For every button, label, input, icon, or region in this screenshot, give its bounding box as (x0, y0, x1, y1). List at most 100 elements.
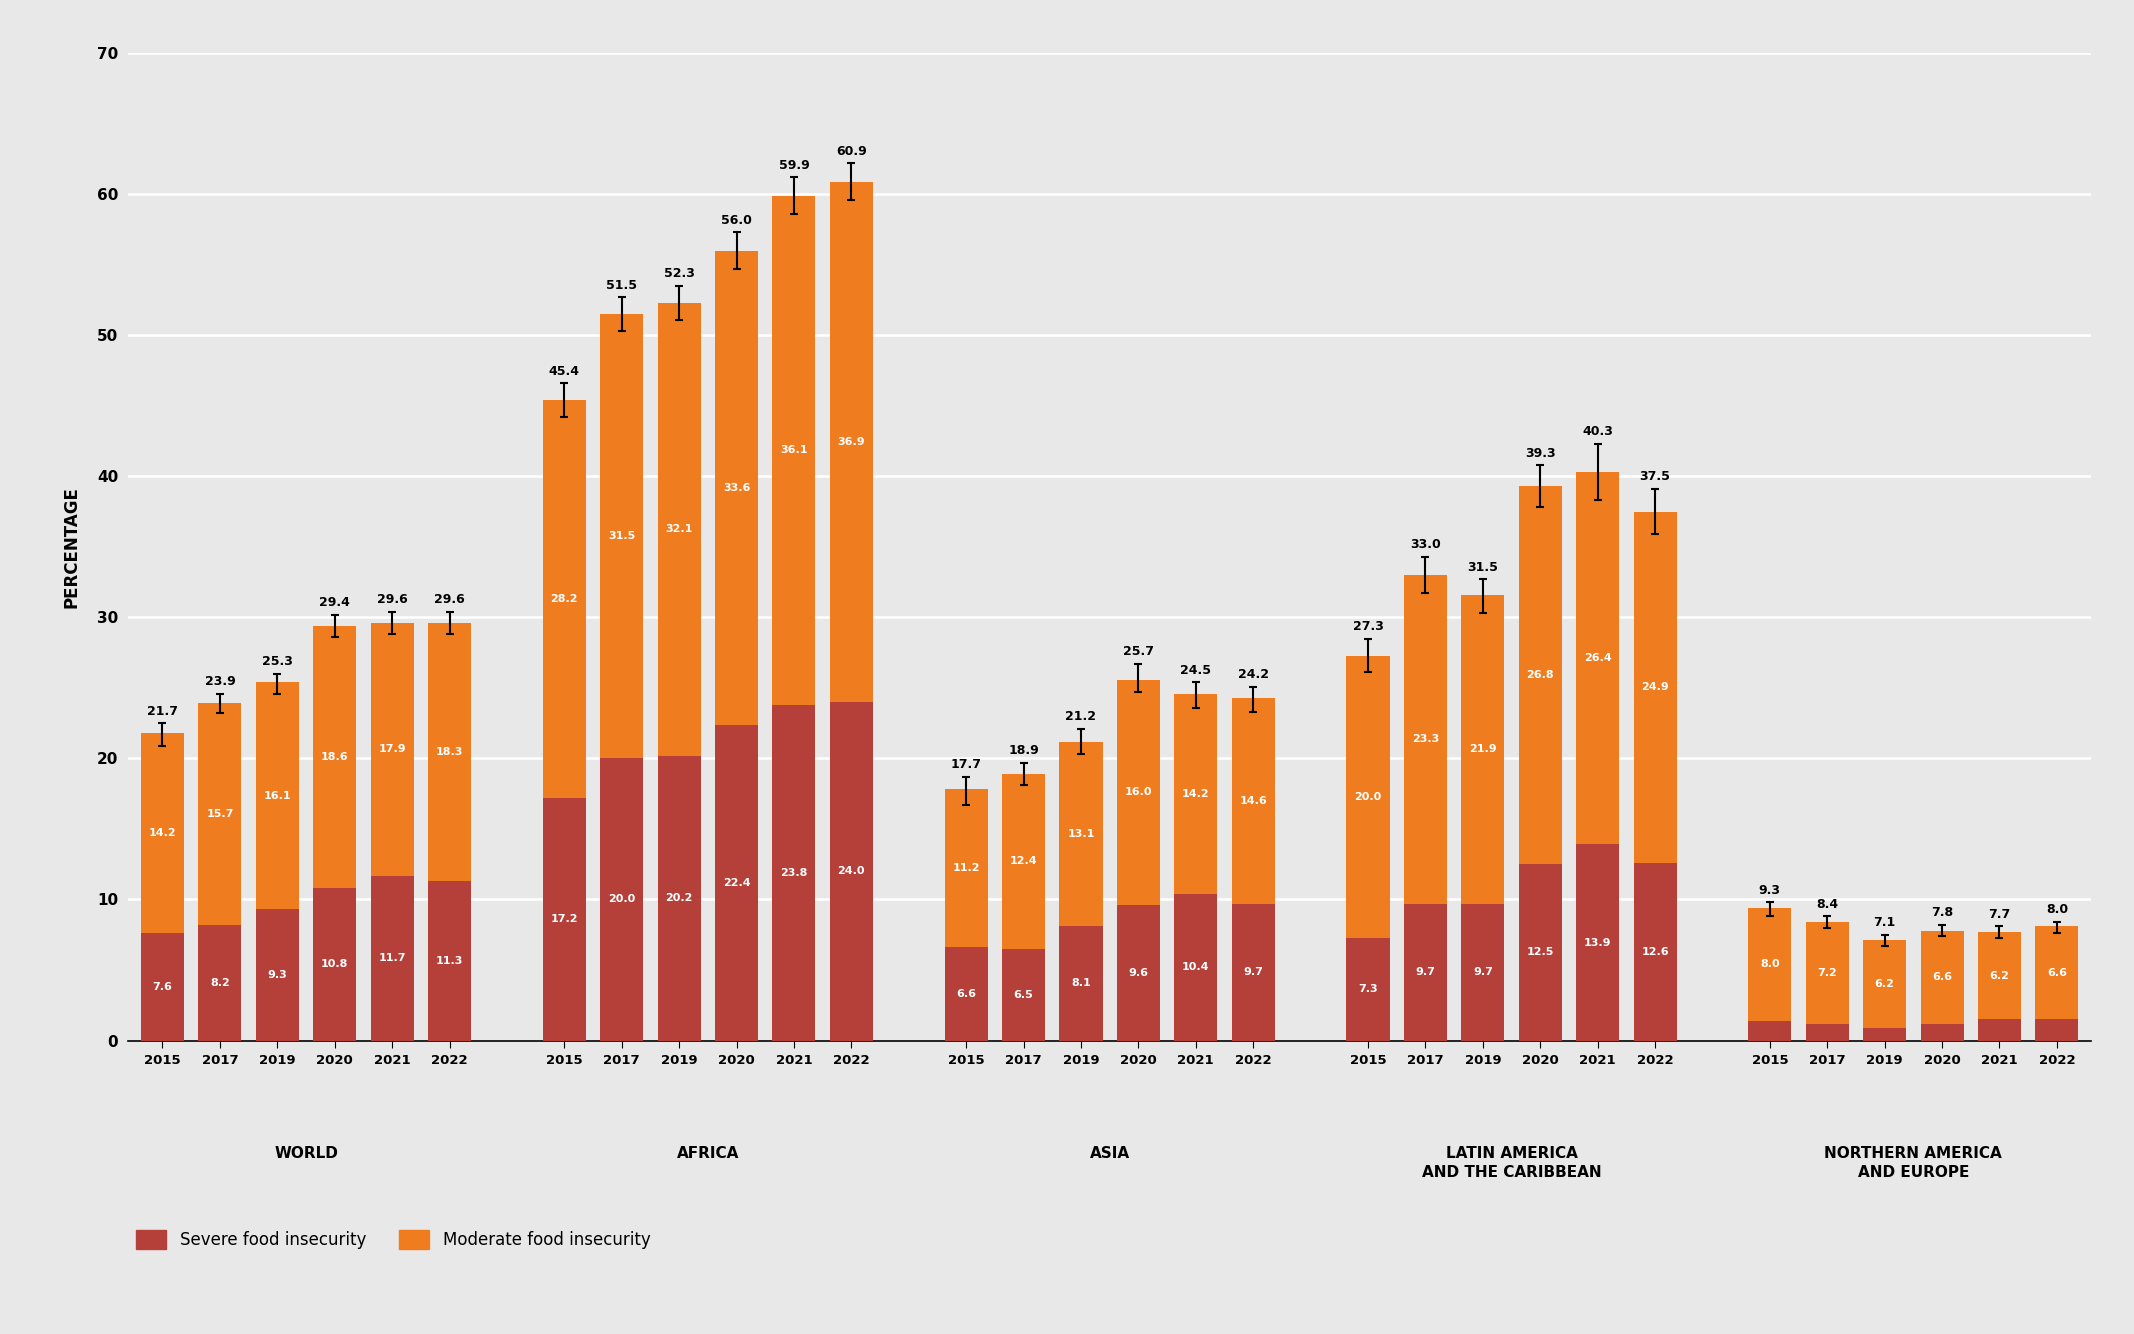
Text: 6.5: 6.5 (1014, 990, 1033, 999)
Bar (141, 934, 184, 1041)
Text: 28.2: 28.2 (551, 594, 578, 604)
Text: NORTHERN AMERICA
AND EUROPE: NORTHERN AMERICA AND EUROPE (1825, 1146, 2002, 1179)
Bar (1577, 844, 1620, 1041)
Bar (1116, 679, 1161, 906)
Text: 22.4: 22.4 (723, 878, 751, 887)
Text: 27.3: 27.3 (1353, 620, 1383, 632)
Text: 6.6: 6.6 (2047, 968, 2068, 978)
Text: 31.5: 31.5 (608, 531, 636, 542)
Bar (1462, 595, 1504, 903)
Text: 16.0: 16.0 (1125, 787, 1152, 798)
Text: 9.3: 9.3 (267, 970, 288, 980)
Text: 17.2: 17.2 (551, 914, 578, 924)
Text: 10.8: 10.8 (320, 959, 348, 970)
Bar (1462, 903, 1504, 1041)
Text: 6.6: 6.6 (1931, 972, 1953, 982)
Bar (715, 251, 758, 724)
Y-axis label: PERCENTAGE: PERCENTAGE (62, 486, 81, 608)
Bar (141, 734, 184, 934)
Text: 23.3: 23.3 (1413, 735, 1438, 744)
Bar (657, 755, 700, 1041)
Bar (600, 315, 642, 759)
Text: 21.2: 21.2 (1065, 710, 1097, 723)
Bar (2036, 1019, 2079, 1041)
Text: 26.8: 26.8 (1526, 670, 1554, 680)
Text: 12.4: 12.4 (1009, 856, 1037, 866)
Bar (945, 947, 988, 1041)
Text: 8.4: 8.4 (1816, 898, 1837, 911)
Text: 7.3: 7.3 (1357, 984, 1379, 994)
Text: 9.7: 9.7 (1244, 967, 1263, 976)
Bar (945, 790, 988, 947)
Text: ASIA: ASIA (1090, 1146, 1129, 1162)
Bar (542, 400, 587, 798)
Text: 18.3: 18.3 (435, 747, 463, 758)
Bar (773, 704, 815, 1041)
Text: 7.7: 7.7 (1989, 907, 2010, 920)
Bar (371, 875, 414, 1041)
Text: WORLD: WORLD (273, 1146, 337, 1162)
Text: 21.7: 21.7 (147, 704, 177, 718)
Text: 23.8: 23.8 (781, 867, 807, 878)
Bar (1058, 926, 1103, 1041)
Text: 18.9: 18.9 (1007, 744, 1039, 758)
Text: 13.1: 13.1 (1067, 828, 1095, 839)
Text: 8.0: 8.0 (2047, 903, 2068, 916)
Bar (256, 682, 299, 910)
Text: 24.0: 24.0 (839, 866, 864, 876)
Text: 17.9: 17.9 (378, 744, 405, 754)
Text: 11.3: 11.3 (435, 956, 463, 966)
Text: 8.2: 8.2 (209, 978, 230, 987)
Text: 25.7: 25.7 (1122, 646, 1154, 659)
Text: 12.6: 12.6 (1641, 947, 1669, 956)
Bar (1921, 931, 1963, 1023)
Text: 6.2: 6.2 (1876, 979, 1895, 988)
Text: 20.2: 20.2 (666, 892, 694, 903)
Bar (1805, 922, 1848, 1023)
Text: 14.6: 14.6 (1240, 796, 1268, 806)
Bar (715, 724, 758, 1041)
Bar (600, 759, 642, 1041)
Bar (2036, 926, 2079, 1019)
Bar (1519, 487, 1562, 864)
Text: 9.3: 9.3 (1758, 883, 1782, 896)
Bar (1003, 774, 1046, 948)
Bar (1633, 512, 1677, 863)
Text: 26.4: 26.4 (1583, 654, 1611, 663)
Text: 7.6: 7.6 (152, 982, 173, 992)
Bar (1748, 1021, 1790, 1041)
Bar (1116, 906, 1161, 1041)
Text: 32.1: 32.1 (666, 524, 694, 535)
Text: 36.9: 36.9 (837, 436, 864, 447)
Text: 18.6: 18.6 (320, 752, 348, 762)
Text: 20.0: 20.0 (1355, 791, 1381, 802)
Bar (1003, 948, 1046, 1041)
Text: 17.7: 17.7 (950, 758, 982, 771)
Bar (830, 702, 873, 1041)
Bar (198, 924, 241, 1041)
Bar (1921, 1023, 1963, 1041)
Bar (1978, 932, 2021, 1019)
Text: 11.2: 11.2 (952, 863, 980, 874)
Text: 12.5: 12.5 (1526, 947, 1554, 958)
Bar (1347, 655, 1389, 938)
Text: 52.3: 52.3 (664, 267, 694, 280)
Text: 16.1: 16.1 (262, 791, 290, 800)
Text: 29.6: 29.6 (378, 594, 408, 606)
Text: 13.9: 13.9 (1583, 938, 1611, 947)
Bar (1404, 575, 1447, 903)
Bar (1174, 894, 1216, 1041)
Text: 39.3: 39.3 (1526, 447, 1556, 459)
Bar (314, 626, 356, 888)
Text: 37.5: 37.5 (1639, 471, 1671, 483)
Bar (773, 196, 815, 704)
Bar (1633, 863, 1677, 1041)
Text: 33.0: 33.0 (1411, 538, 1440, 551)
Legend: Severe food insecurity, Moderate food insecurity: Severe food insecurity, Moderate food in… (137, 1230, 651, 1250)
Text: 24.5: 24.5 (1180, 664, 1212, 676)
Text: 9.6: 9.6 (1129, 968, 1148, 978)
Text: AFRICA: AFRICA (676, 1146, 738, 1162)
Bar (371, 623, 414, 875)
Text: 29.6: 29.6 (433, 594, 465, 606)
Bar (1978, 1019, 2021, 1041)
